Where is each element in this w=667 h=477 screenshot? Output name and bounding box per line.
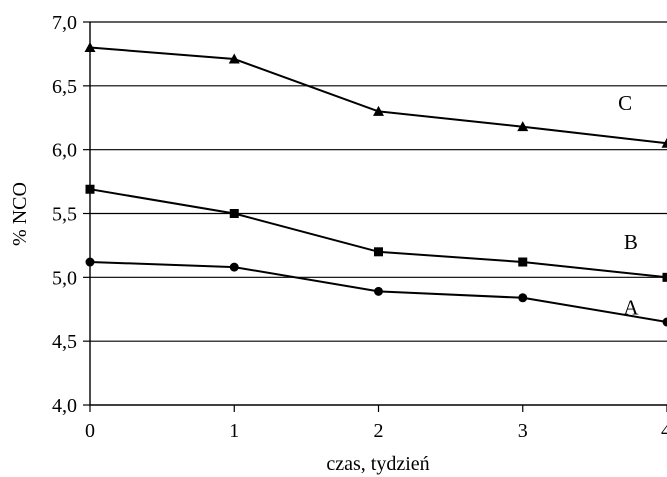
y-tick-label-1: 4,5	[52, 331, 77, 353]
x-tick-label-4: 4	[661, 420, 667, 442]
y-tick-label-0: 4,0	[52, 395, 77, 417]
point-A-2	[374, 286, 383, 296]
point-B-1	[229, 209, 239, 218]
x-tick-label-3: 3	[518, 420, 528, 442]
series-line-C	[89, 46, 667, 145]
tick-labels: 4,0 4,5 5,0 5,5 6,0 6,5 7,0 0 1 2 3 4	[52, 12, 667, 442]
point-A-4	[662, 317, 667, 327]
point-A-0	[85, 257, 95, 267]
series-lines	[89, 46, 667, 323]
series-markers	[84, 42, 667, 327]
point-B-3	[518, 257, 528, 267]
x-tick-label-0: 0	[85, 420, 95, 442]
y-tick-label-2: 5,0	[52, 267, 77, 289]
axes	[83, 21, 667, 412]
y-tick-label-4: 6,0	[52, 140, 77, 162]
series-label-A: A	[623, 295, 639, 319]
point-C-3	[517, 121, 529, 132]
point-C-2	[373, 105, 384, 116]
y-tick-label-6: 7,0	[52, 12, 77, 34]
series-labels: A B C	[618, 91, 639, 319]
y-tick-label-5: 6,5	[52, 76, 77, 98]
point-B-2	[374, 247, 383, 257]
point-C-1	[228, 53, 240, 64]
y-axis-title: % NCO	[9, 182, 31, 246]
point-A-1	[229, 262, 239, 272]
point-C-0	[84, 42, 96, 53]
point-B-4	[662, 272, 667, 282]
point-B-0	[85, 184, 95, 194]
gridlines	[90, 21, 667, 342]
point-C-4	[661, 137, 667, 148]
point-A-3	[518, 293, 528, 303]
series-label-B: B	[624, 230, 638, 254]
x-axis-title: czas, tydzień	[326, 453, 429, 475]
series-label-C: C	[618, 91, 632, 115]
x-tick-label-1: 1	[229, 420, 239, 442]
x-tick-label-2: 2	[374, 420, 384, 442]
y-tick-label-3: 5,5	[52, 204, 77, 226]
